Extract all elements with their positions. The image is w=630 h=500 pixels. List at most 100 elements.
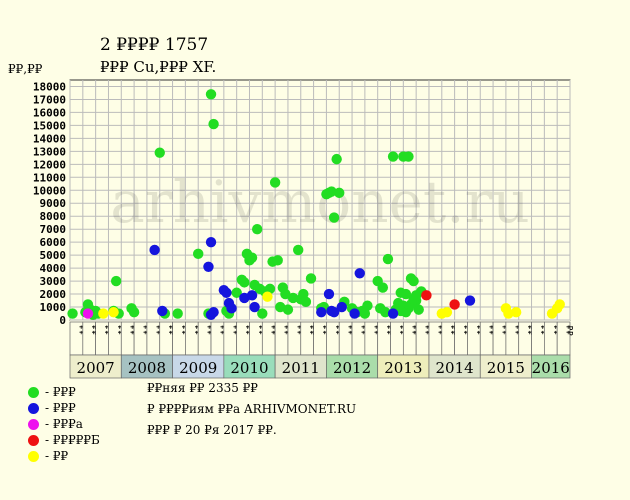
- data-point: [205, 236, 217, 248]
- month-label: ₽₽: [333, 325, 343, 336]
- data-point: [282, 304, 294, 315]
- year-label: 2010: [230, 359, 268, 377]
- month-label: ₽₽: [384, 325, 394, 336]
- data-point: [400, 288, 412, 300]
- red-dot-icon: [28, 434, 39, 446]
- y-tick-label: 4000: [40, 262, 67, 275]
- magenta-dot-icon: [28, 418, 39, 430]
- data-point: [349, 308, 360, 319]
- plot-area: [69, 79, 571, 321]
- month-label: ₽₽: [243, 325, 253, 336]
- year-label: 2015: [487, 359, 525, 377]
- month-label: ₽₽: [192, 325, 202, 336]
- month-label: ₽₽: [153, 325, 163, 336]
- data-point: [82, 308, 94, 319]
- data-point: [328, 212, 340, 223]
- y-tick-label: 15000: [33, 119, 66, 132]
- data-point: [359, 308, 371, 319]
- data-point: [205, 89, 217, 100]
- month-label: ₽₽: [551, 325, 561, 336]
- data-point: [464, 295, 476, 306]
- legend-label: - ₽₽₽: [45, 385, 76, 399]
- average-price-note: ₽₽няя ₽₽ 2335 ₽₽: [147, 381, 258, 395]
- data-point: [231, 287, 242, 298]
- legend-label: - ₽₽₽₽₽Б: [45, 433, 100, 447]
- month-label: ₽₽: [435, 325, 445, 336]
- data-point: [331, 153, 342, 165]
- month-label: ₽₽: [141, 325, 151, 336]
- month-label: ₽₽: [448, 325, 458, 336]
- month-label: ₽₽: [397, 325, 407, 336]
- data-point: [246, 290, 258, 301]
- month-label: ₽₽: [217, 325, 227, 336]
- blue-dot-icon: [28, 402, 39, 414]
- data-point: [67, 308, 78, 319]
- chart-notes: ₽₽няя ₽₽ 2335 ₽₽ ₽ ₽₽₽₽иям ₽₽a ARHIVMONE…: [147, 378, 356, 441]
- data-point: [403, 151, 414, 162]
- x-axis: ₽₽ ₽₽ ₽₽ ₽₽ ₽₽ ₽₽ ₽₽ ₽₽ ₽₽ ₽₽ ₽₽ ₽₽ ₽₽ ₽₽ ₽₽ ₽₽ ₽₽ ₽₽ ₽₽ ₽₽…: [69, 321, 574, 379]
- y-tick-label: 13000: [33, 145, 66, 158]
- month-label: ₽₽: [512, 325, 522, 336]
- year-label: 2008: [128, 359, 166, 377]
- data-point: [323, 288, 335, 300]
- data-point: [98, 308, 109, 319]
- data-point: [382, 253, 394, 265]
- month-label: ₽₽: [294, 325, 304, 336]
- month-label: ₽₽: [179, 325, 189, 336]
- watermark: arhivmonet.ru: [110, 168, 529, 236]
- data-point: [413, 304, 424, 315]
- data-point: [408, 275, 419, 287]
- y-tick-label: 1000: [40, 301, 67, 314]
- chart-subtitle: ₽₽₽ Cu,₽₽₽ XF.: [100, 58, 216, 76]
- data-point: [257, 308, 268, 319]
- data-point: [336, 301, 347, 313]
- month-label: ₽₽: [346, 325, 356, 336]
- data-point: [387, 308, 399, 319]
- data-point: [269, 177, 281, 188]
- data-point: [377, 282, 389, 293]
- data-point: [449, 299, 460, 310]
- month-label: ₽₽: [474, 325, 484, 336]
- data-point: [208, 307, 219, 318]
- y-tick-label: 7000: [40, 223, 67, 236]
- y-tick-label: 2000: [40, 288, 67, 301]
- y-tick-label: 8000: [40, 210, 67, 223]
- y-tick-label: 5000: [40, 249, 67, 262]
- month-label: ₽₽: [538, 325, 548, 336]
- data-point: [239, 277, 250, 288]
- y-tick-label: 0: [59, 314, 66, 327]
- data-point: [108, 307, 119, 318]
- data-point: [172, 308, 183, 319]
- data-point: [305, 273, 317, 284]
- legend-label: - ₽₽₽a: [45, 417, 83, 431]
- data-point: [193, 248, 204, 260]
- y-axis-unit: ₽₽,₽₽: [8, 62, 43, 76]
- source-note: ₽ ₽₽₽₽иям ₽₽a ARHIVMONET.RU: [147, 402, 357, 416]
- month-label: ₽₽: [256, 325, 266, 336]
- month-label: ₽₽: [487, 325, 497, 336]
- data-points: [67, 89, 565, 321]
- year-label: 2009: [179, 359, 217, 377]
- data-point: [387, 151, 399, 162]
- data-point: [316, 307, 327, 318]
- legend-item-blue: - ₽₽₽: [28, 400, 100, 416]
- y-tick-labels: 0100020003000400050006000700080009000100…: [33, 80, 66, 327]
- y-tick-label: 17000: [33, 93, 66, 106]
- data-point: [326, 186, 337, 197]
- month-label: ₽₽: [371, 325, 381, 336]
- y-tick-label: 12000: [33, 158, 66, 171]
- legend-item-red: - ₽₽₽₽₽Б: [28, 432, 100, 448]
- data-point: [503, 308, 514, 319]
- data-point: [203, 261, 214, 273]
- y-tick-label: 18000: [33, 80, 66, 93]
- legend-label: - ₽₽₽: [45, 401, 76, 415]
- y-tick-label: 10000: [33, 184, 66, 197]
- data-point: [287, 292, 299, 304]
- data-point: [251, 223, 263, 235]
- grid: [69, 80, 571, 321]
- year-band: [531, 354, 571, 379]
- data-point: [246, 252, 258, 263]
- data-point: [334, 187, 345, 199]
- data-point: [149, 244, 160, 256]
